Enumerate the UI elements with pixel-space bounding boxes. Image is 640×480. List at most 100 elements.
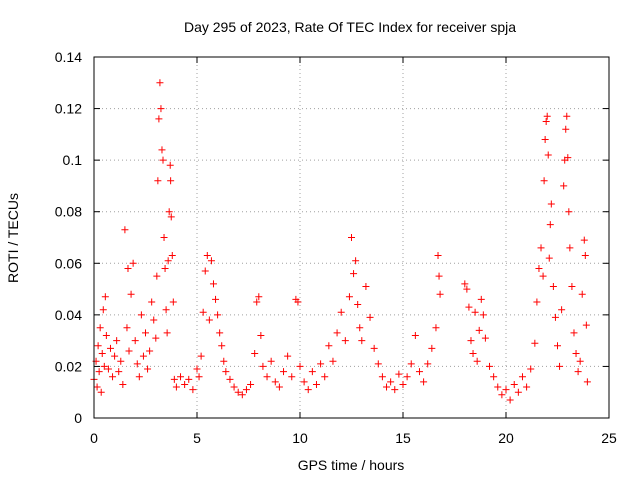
data-point [164,257,172,265]
data-point [220,357,228,365]
data-point [153,272,161,280]
data-point [407,360,415,368]
data-point [543,112,551,120]
data-point [96,324,104,332]
x-tick-label: 25 [601,430,617,446]
x-tick-label: 0 [90,430,98,446]
data-point [148,298,156,306]
data-point [329,357,337,365]
data-point [294,298,302,306]
data-point [583,378,591,386]
data-point [356,324,364,332]
data-point [436,290,444,298]
data-point [113,337,121,345]
data-point [558,306,566,314]
data-point [242,386,250,394]
data-point [473,357,481,365]
data-point [117,357,125,365]
chart-title: Day 295 of 2023, Rate Of TEC Index for r… [184,19,516,35]
data-point [510,380,518,388]
data-point [238,391,246,399]
data-point [542,117,550,125]
data-point [477,295,485,303]
data-point [531,339,539,347]
data-point [481,334,489,342]
data-point [199,308,207,316]
data-point [155,115,163,123]
data-point [560,182,568,190]
data-point [403,373,411,381]
data-point [205,316,213,324]
data-point [391,386,399,394]
data-point [234,388,242,396]
data-point [556,362,564,370]
data-point [104,365,112,373]
y-tick-label: 0.08 [55,204,82,220]
data-point [127,290,135,298]
data-point [146,347,154,355]
y-tick-label: 0.1 [63,152,83,168]
y-tick-label: 0.06 [55,255,82,271]
data-point [263,373,271,381]
data-point [362,282,370,290]
data-point [502,386,510,394]
plot-frame [93,56,610,419]
data-point [539,272,547,280]
data-point [523,383,531,391]
data-point [541,136,549,144]
data-point [170,375,178,383]
data-point [544,151,552,159]
data-point [144,365,152,373]
data-point [540,177,548,185]
data-point [106,344,114,352]
data-point [271,378,279,386]
data-point [580,236,588,244]
data-point [111,352,119,360]
data-point [129,259,137,267]
data-point [518,373,526,381]
data-point [300,378,308,386]
data-point [395,370,403,378]
data-point [572,350,580,358]
y-tick-label: 0.14 [55,49,82,65]
data-point [166,161,174,169]
data-point [383,383,391,391]
data-point [562,125,570,133]
data-point [168,252,176,260]
data-point [95,368,103,376]
x-tick-label: 15 [395,430,411,446]
data-point [150,316,158,324]
data-point [546,221,554,229]
data-point [378,373,386,381]
data-point [424,360,432,368]
data-point [415,368,423,376]
data-point [259,362,267,370]
data-point [570,329,578,337]
data-point [267,357,275,365]
data-point [152,334,160,342]
data-point [185,375,193,383]
data-point [226,375,234,383]
data-point [574,368,582,376]
data-point [142,329,149,337]
data-point [325,342,333,350]
data-point [304,386,312,394]
data-point [207,257,215,265]
data-point [545,254,553,262]
data-point [257,331,265,339]
data-point [461,280,469,288]
data-point [284,352,292,360]
data-point [537,244,545,252]
data-point [197,352,205,360]
y-tick-label: 0.04 [55,307,82,323]
data-point [411,331,419,339]
data-point [251,350,259,358]
data-point [160,234,168,241]
data-point [157,105,165,113]
data-point [97,388,105,396]
data-point [341,337,349,345]
data-point [167,213,175,221]
data-point [165,208,173,216]
data-point [494,383,502,391]
data-point [189,386,197,394]
